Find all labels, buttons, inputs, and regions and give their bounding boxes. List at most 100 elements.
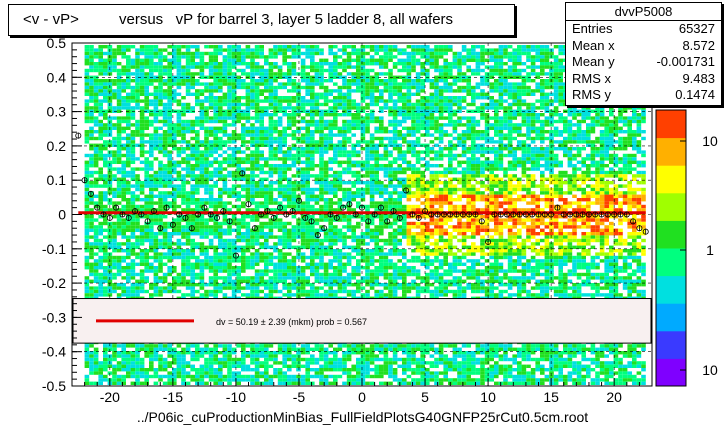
palette-swatch <box>656 110 686 139</box>
palette-swatch <box>656 165 686 194</box>
y-tick-label: -0.3 <box>42 309 66 325</box>
profile-point <box>560 211 567 218</box>
profile-point <box>497 211 504 218</box>
palette-tick-label: 10 <box>702 133 718 149</box>
y-tick-label: 0.1 <box>47 172 67 188</box>
profile-point <box>535 211 542 218</box>
palette-swatch <box>656 358 686 387</box>
stats-label: Mean y <box>572 54 615 69</box>
profile-point <box>163 204 170 211</box>
title-part-1: <v - vP> <box>23 11 79 28</box>
x-tick-label: 0 <box>358 389 366 405</box>
stats-row-mean-y: Mean y -0.001731 <box>566 54 721 71</box>
profile-point <box>529 211 536 218</box>
profile-point <box>541 211 548 218</box>
x-tick-label: 10 <box>480 389 496 405</box>
stats-label: RMS y <box>572 87 611 102</box>
y-tick-label: -0.4 <box>42 344 66 360</box>
x-tick-label: -15 <box>163 389 183 405</box>
x-tick-label: 15 <box>543 389 559 405</box>
y-tick-label: 0.5 <box>47 35 67 51</box>
stats-value: -0.001731 <box>656 54 715 69</box>
x-tick-label: -20 <box>100 389 120 405</box>
stats-label: Mean x <box>572 37 615 53</box>
profile-point <box>258 211 265 218</box>
profile-point <box>289 208 296 215</box>
stats-label: RMS x <box>572 70 611 86</box>
plot-title: <v - vP> versus vP for barrel 3, layer 5… <box>8 4 515 36</box>
profile-point <box>201 204 208 211</box>
profile-point <box>384 218 391 225</box>
profile-point <box>396 214 403 221</box>
y-tick-label: 0 <box>58 207 66 223</box>
profile-point <box>94 204 101 211</box>
profile-point <box>567 211 574 218</box>
profile-point <box>132 208 139 215</box>
profile-point <box>226 218 233 225</box>
profile-point <box>150 208 157 215</box>
palette-tick-label: 1 <box>706 242 714 258</box>
profile-point <box>327 211 334 218</box>
profile-point <box>390 208 397 215</box>
palette-swatch <box>656 220 686 249</box>
profile-point <box>522 211 529 218</box>
profile-point <box>440 211 447 218</box>
palette-swatch <box>656 330 686 359</box>
fit-legend-text: dv = 50.19 ± 2.39 (mkm) prob = 0.567 <box>216 317 367 327</box>
profile-point <box>604 211 611 218</box>
stats-box: dvvP5008 Entries 65327 Mean x 8.572 Mean… <box>565 2 722 106</box>
profile-point <box>642 228 649 235</box>
profile-point <box>119 211 126 218</box>
profile-point <box>138 211 145 218</box>
profile-point <box>585 211 592 218</box>
fit-legend-panel: dv = 50.19 ± 2.39 (mkm) prob = 0.567 <box>72 298 652 344</box>
palette-swatch <box>656 192 686 221</box>
profile-point <box>434 211 441 218</box>
profile-point <box>365 218 372 225</box>
palette-swatch <box>656 248 686 277</box>
profile-point <box>371 211 378 218</box>
profile-point <box>447 211 454 218</box>
stats-row-mean-x: Mean x 8.572 <box>566 38 721 55</box>
profile-point <box>283 211 290 218</box>
profile-point <box>245 201 252 208</box>
profile-point <box>239 170 246 177</box>
profile-point <box>295 197 302 204</box>
title-part-2: versus vP for barrel 3, layer 5 ladder 8… <box>119 11 454 28</box>
profile-point <box>377 204 384 211</box>
profile-point <box>251 225 258 232</box>
profile-point <box>630 218 637 225</box>
palette-tick-label: 10 <box>702 362 718 378</box>
profile-point <box>415 214 422 221</box>
x-tick-label: 20 <box>606 389 622 405</box>
profile-point <box>573 211 580 218</box>
profile-point <box>491 211 498 218</box>
profile-point <box>100 211 107 218</box>
profile-point <box>453 211 460 218</box>
y-tick-label: 0.2 <box>47 138 67 154</box>
profile-point <box>157 225 164 232</box>
profile-point <box>308 218 315 225</box>
profile-point <box>195 211 202 218</box>
palette-frame <box>655 109 687 387</box>
axis-ticks: -20 -15 -10 -5 0 5 10 15 20 -0.5 -0.4 -0.3 -0.2 -0.1 0… <box>42 35 640 405</box>
profile-point <box>321 225 328 232</box>
profile-point <box>81 177 88 184</box>
profile-point <box>548 211 555 218</box>
y-tick-label: -0.1 <box>42 241 66 257</box>
y-tick-label: 0.4 <box>47 69 67 85</box>
profile-point <box>346 201 353 208</box>
y-tick-label: 0.3 <box>47 104 67 120</box>
profile-point <box>232 252 239 259</box>
profile-point <box>314 232 321 239</box>
y-tick-label: -0.2 <box>42 275 66 291</box>
profile-point <box>358 204 365 211</box>
profile-point <box>340 204 347 211</box>
profile-point <box>333 214 340 221</box>
profile-point <box>459 211 466 218</box>
profile-point <box>428 211 435 218</box>
profile-point <box>352 211 359 218</box>
profile-point <box>409 211 416 218</box>
profile-point <box>636 225 643 232</box>
